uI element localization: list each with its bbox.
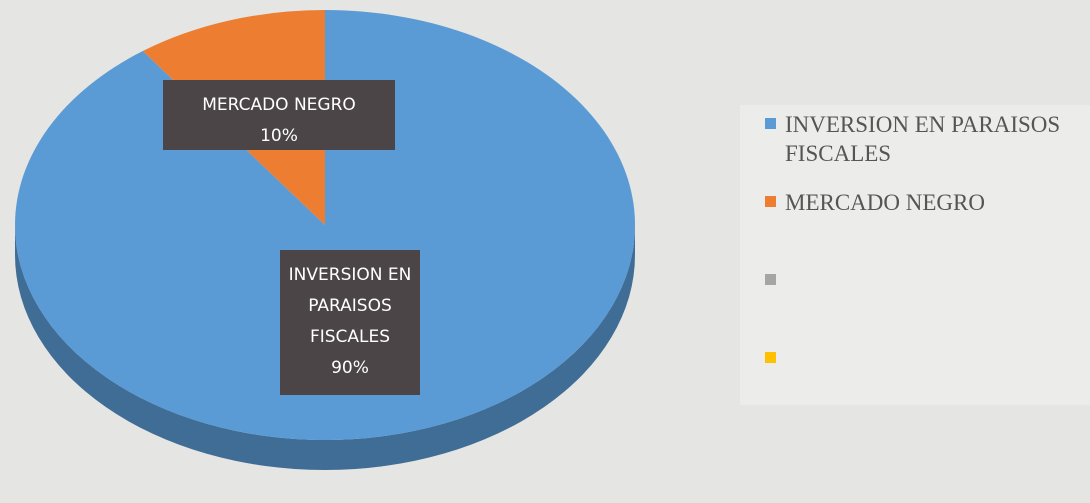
data-label-box	[163, 80, 395, 150]
legend-swatch	[765, 274, 776, 285]
data-label-category: MERCADO NEGRO	[202, 95, 356, 115]
data-label-box	[280, 250, 420, 395]
legend-swatch	[765, 352, 776, 363]
data-label-value: 10%	[260, 126, 298, 146]
data-label-value: 90%	[331, 358, 369, 378]
legend-swatch	[765, 196, 776, 207]
legend-label: MERCADO NEGRO	[785, 190, 985, 215]
legend-panel	[740, 105, 1090, 405]
legend-swatch	[765, 118, 776, 129]
legend-label: INVERSION EN PARAISOS FISCALES	[785, 112, 1060, 166]
data-label-category: INVERSION EN PARAISOS FISCALES	[289, 265, 412, 347]
